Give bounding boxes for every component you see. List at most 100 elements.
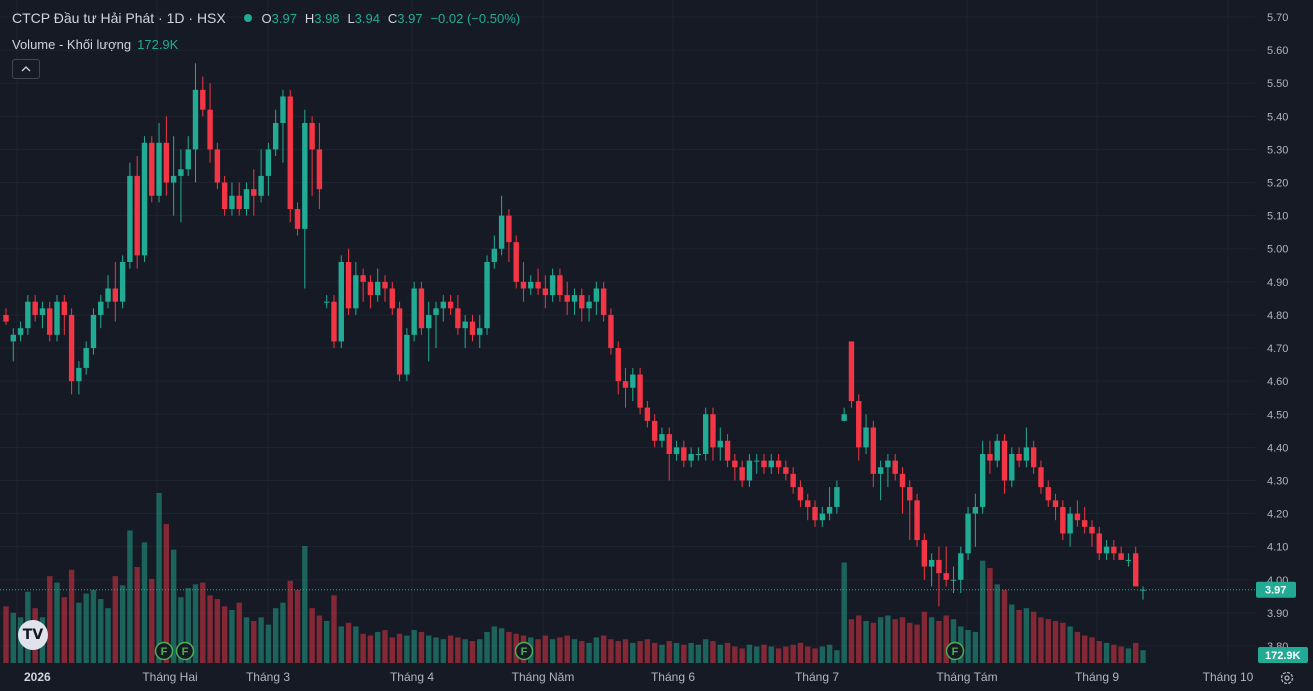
candle-body: [557, 275, 563, 296]
candle-body: [170, 175, 177, 183]
volume-bar: [921, 611, 928, 663]
candle-body: [834, 487, 840, 507]
candle-body: [1111, 546, 1117, 554]
volume-bar: [294, 589, 301, 663]
candle-body: [907, 487, 913, 501]
volume-bar: [214, 599, 221, 663]
volume-bar: [907, 622, 913, 663]
volume-bar: [229, 609, 235, 663]
volume-bar: [462, 639, 468, 663]
volume-bar: [353, 626, 359, 663]
x-tick-label: Tháng 3: [246, 670, 290, 684]
event-marker-icon[interactable]: F: [945, 641, 965, 661]
candle-body: [382, 281, 388, 289]
volume-legend: Volume - Khối lượng 172.9K: [12, 37, 178, 52]
candle-body: [899, 473, 906, 488]
volume-value: 172.9K: [137, 37, 179, 52]
collapse-legend-button[interactable]: [12, 59, 40, 79]
market-status-icon: [243, 14, 252, 22]
open-label: O: [261, 11, 272, 26]
volume-bar: [892, 619, 898, 663]
candle-body: [149, 142, 155, 196]
candle-body: [491, 248, 498, 262]
candle-body: [1060, 506, 1066, 534]
volume-bar: [112, 576, 119, 663]
candle-body: [936, 559, 942, 574]
candle-body: [979, 453, 986, 507]
volume-bar: [1023, 608, 1030, 663]
volume-bar: [265, 624, 272, 663]
x-tick-label: Tháng 6: [651, 670, 695, 684]
volume-bar: [141, 542, 148, 663]
volume-bar: [127, 530, 133, 663]
event-marker-icon[interactable]: F: [514, 641, 534, 661]
volume-bar: [1089, 637, 1095, 663]
volume-bar: [841, 562, 847, 663]
candle-body: [207, 109, 213, 150]
candle-body: [564, 295, 570, 302]
candle-body: [1052, 500, 1059, 507]
volume-bar: [666, 641, 672, 663]
candle-body: [229, 195, 235, 210]
candle-body: [141, 142, 148, 256]
volume-bar: [644, 639, 651, 663]
candle-body: [1009, 453, 1015, 481]
event-marker-icon[interactable]: F: [154, 641, 174, 661]
candle-body: [520, 281, 527, 289]
event-marker-icon[interactable]: F: [175, 641, 195, 661]
candle-body: [309, 122, 315, 150]
volume-bar: [163, 524, 170, 663]
last-price-label: 3.97: [1265, 585, 1286, 597]
volume-bar: [433, 637, 439, 663]
volume-bar: [331, 595, 337, 663]
volume-label[interactable]: Volume - Khối lượng: [12, 37, 132, 52]
candle-body: [61, 301, 68, 315]
volume-bar: [848, 619, 855, 663]
volume-bar: [571, 639, 578, 663]
volume-bar: [61, 597, 68, 663]
candle-body: [790, 473, 796, 488]
volume-bar: [411, 630, 417, 663]
volume-bar: [1045, 619, 1051, 663]
chevron-up-icon: [21, 66, 31, 72]
candle-body: [826, 506, 833, 514]
candle-body: [1038, 467, 1044, 488]
volume-bar: [1081, 635, 1088, 663]
candle-body: [972, 506, 979, 514]
candle-body: [404, 334, 410, 375]
candle-body: [1023, 447, 1030, 461]
candle-body: [812, 506, 818, 521]
volume-bar: [549, 639, 556, 663]
event-marker-circle: [945, 641, 965, 661]
tradingview-logo[interactable]: TV: [18, 620, 48, 650]
candle-body: [637, 374, 643, 408]
volume-bar: [564, 635, 570, 663]
candle-body: [484, 261, 490, 329]
volume-bar: [863, 620, 869, 663]
candle-body: [54, 301, 60, 335]
volume-bar: [76, 602, 82, 663]
volume-bar: [805, 646, 811, 663]
volume-bar: [404, 635, 410, 663]
volume-bar: [768, 646, 774, 663]
candle-body: [3, 314, 9, 322]
candle-body: [710, 414, 716, 448]
volume-bar: [1038, 617, 1044, 663]
candle-body: [127, 175, 133, 262]
candle-body: [98, 301, 104, 315]
symbol-title[interactable]: CTCP Đầu tư Hải Phát · 1D · HSX: [12, 10, 226, 26]
candle-body: [1074, 513, 1081, 521]
change-value: −0.02 (−0.50%): [430, 11, 521, 26]
candle-body: [39, 308, 46, 315]
volume-bar: [695, 644, 702, 663]
candle-body: [1103, 546, 1110, 554]
close-value: 3.97: [397, 11, 423, 26]
volume-bar: [272, 608, 279, 663]
candle-body: [112, 288, 119, 302]
volume-bar: [819, 646, 826, 663]
volume-bar: [156, 493, 162, 663]
volume-bar: [90, 589, 97, 663]
settings-gear-icon[interactable]: [1279, 670, 1295, 686]
candle-body: [950, 579, 957, 581]
